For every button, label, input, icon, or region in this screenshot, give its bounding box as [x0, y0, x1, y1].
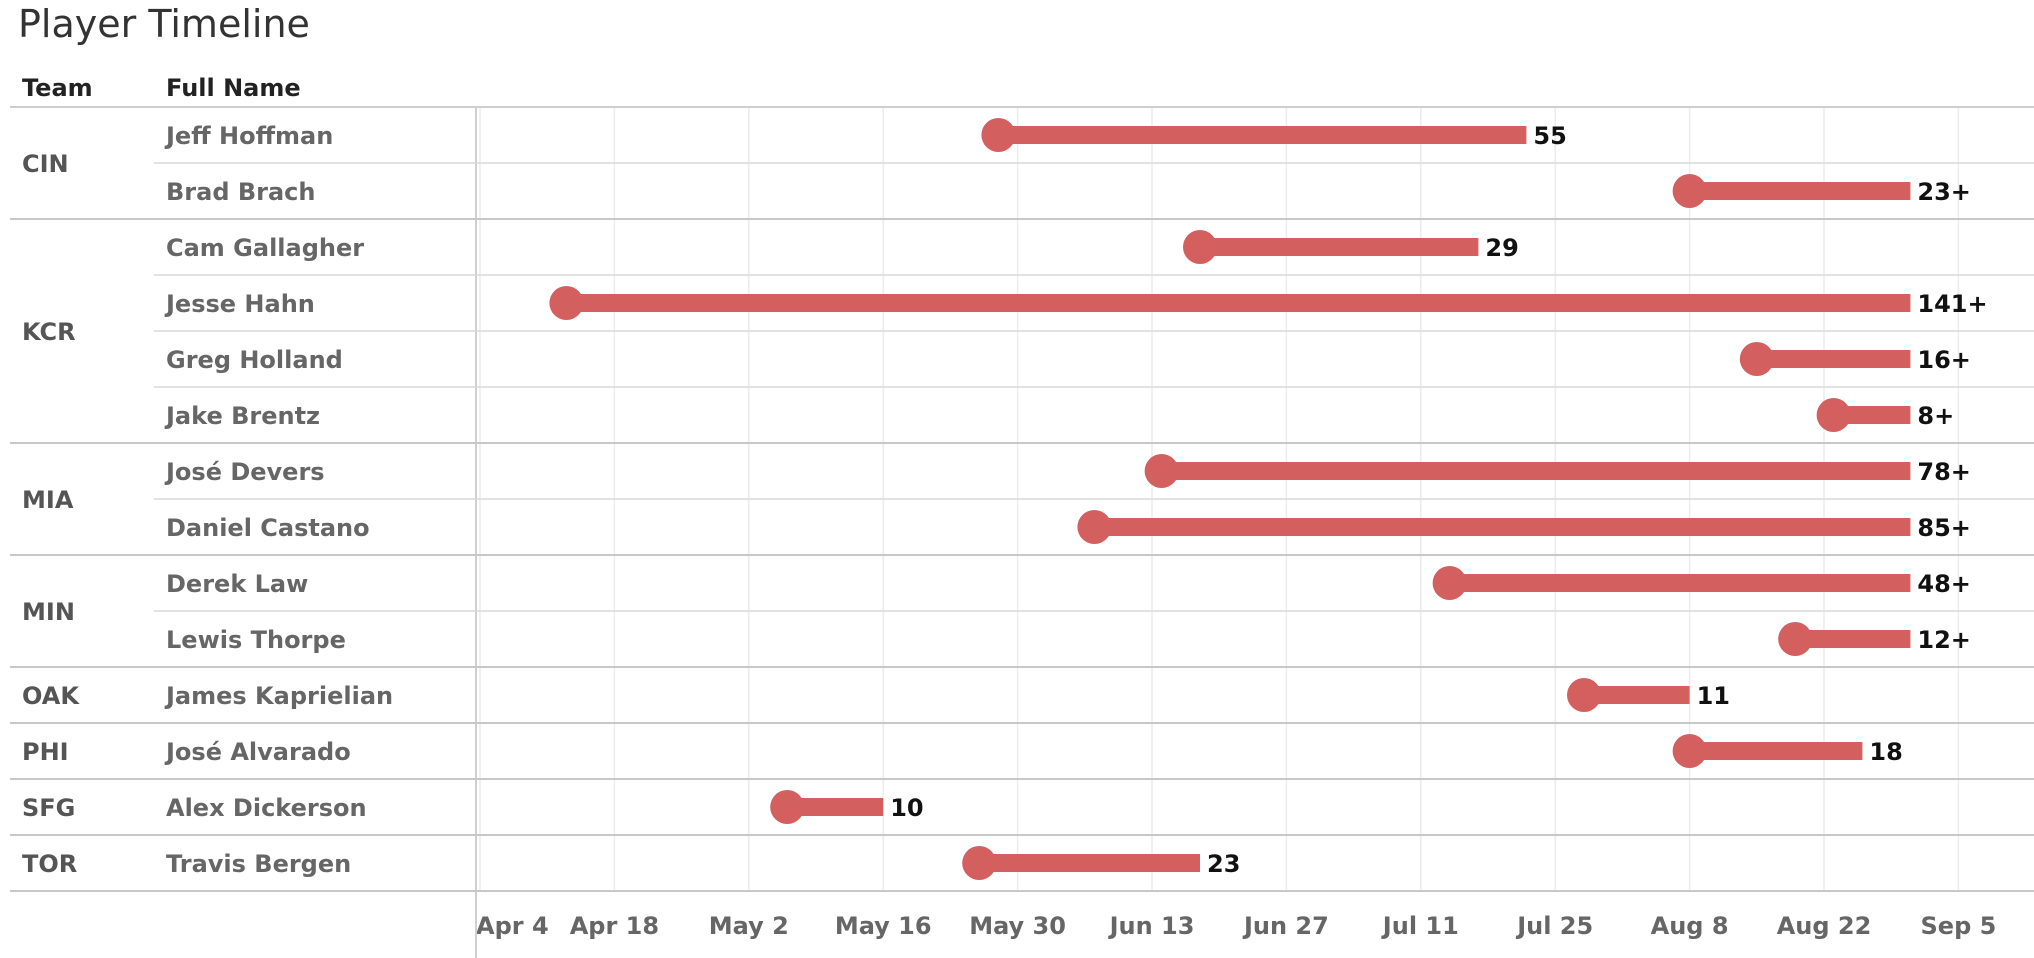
timeline-bar — [1161, 462, 1911, 480]
duration-label: 85+ — [1917, 514, 1971, 542]
timeline-bar — [979, 854, 1200, 872]
team-label: PHI — [22, 738, 69, 766]
timeline-bar — [1756, 350, 1911, 368]
player-name: Lewis Thorpe — [166, 626, 346, 654]
name-column-header: Full Name — [166, 74, 301, 102]
timeline-bar — [1449, 574, 1911, 592]
player-name: Daniel Castano — [166, 514, 370, 542]
duration-label: 141+ — [1917, 290, 1987, 318]
player-name: Alex Dickerson — [166, 794, 367, 822]
team-column-header: Team — [22, 74, 93, 102]
duration-label: 16+ — [1917, 346, 1971, 374]
player-name: Brad Brach — [166, 178, 316, 206]
timeline-bar — [1795, 630, 1911, 648]
team-label: MIN — [22, 598, 75, 626]
player-name: Jeff Hoffman — [164, 122, 333, 150]
x-tick-label: May 16 — [835, 912, 932, 940]
player-name: José Devers — [164, 458, 325, 486]
start-marker — [1567, 678, 1601, 712]
player-name: Travis Bergen — [166, 850, 351, 878]
player-name: José Alvarado — [164, 738, 351, 766]
start-marker — [981, 118, 1016, 152]
timeline-bar — [566, 294, 1911, 312]
team-label: SFG — [22, 794, 75, 822]
timeline-bar — [1200, 238, 1479, 256]
player-name: James Kaprielian — [164, 682, 393, 710]
duration-label: 8+ — [1917, 402, 1954, 430]
duration-label: 23 — [1207, 850, 1240, 878]
start-marker — [1432, 566, 1467, 600]
team-label: KCR — [22, 318, 76, 346]
team-label: TOR — [22, 850, 77, 878]
team-label: OAK — [22, 682, 80, 710]
timeline-bar — [787, 798, 884, 816]
duration-label: 78+ — [1917, 458, 1971, 486]
duration-label: 48+ — [1917, 570, 1971, 598]
player-name: Jake Brentz — [164, 402, 320, 430]
duration-label: 10 — [890, 794, 923, 822]
timeline-bar — [1833, 406, 1911, 424]
x-tick-label: Jul 11 — [1381, 912, 1459, 940]
x-tick-label: Sep 5 — [1921, 912, 1997, 940]
x-tick-label: May 2 — [709, 912, 789, 940]
duration-label: 12+ — [1917, 626, 1971, 654]
x-tick-label: Aug 22 — [1777, 912, 1872, 940]
start-marker — [1778, 622, 1813, 656]
team-label: CIN — [22, 150, 69, 178]
timeline-bar — [998, 126, 1527, 144]
player-name: Jesse Hahn — [164, 290, 315, 318]
x-tick-label: Apr 4 — [476, 912, 549, 940]
duration-label: 55 — [1533, 122, 1566, 150]
start-marker — [1077, 510, 1112, 544]
start-marker — [549, 286, 584, 320]
x-tick-label: Apr 18 — [570, 912, 659, 940]
duration-label: 11 — [1697, 682, 1730, 710]
player-name: Greg Holland — [166, 346, 343, 374]
x-tick-label: Jul 25 — [1515, 912, 1593, 940]
x-tick-label: Aug 8 — [1651, 912, 1729, 940]
x-tick-label: May 30 — [969, 912, 1066, 940]
start-marker — [1672, 174, 1707, 208]
start-marker — [962, 846, 997, 880]
x-tick-label: Jun 27 — [1242, 912, 1329, 940]
start-marker — [1672, 734, 1707, 768]
team-label: MIA — [22, 486, 74, 514]
duration-label: 29 — [1485, 234, 1518, 262]
timeline-bar — [1689, 742, 1863, 760]
start-marker — [1816, 398, 1851, 432]
start-marker — [1183, 230, 1217, 264]
chart-title: Player Timeline — [18, 2, 310, 46]
timeline-bar — [1584, 686, 1690, 704]
timeline-bar — [1689, 182, 1911, 200]
x-tick-label: Jun 13 — [1108, 912, 1195, 940]
duration-label: 18 — [1869, 738, 1902, 766]
start-marker — [1739, 342, 1774, 376]
start-marker — [770, 790, 805, 824]
player-name: Cam Gallagher — [166, 234, 364, 262]
start-marker — [1144, 454, 1179, 488]
player-name: Derek Law — [166, 570, 308, 598]
timeline-bar — [1094, 518, 1911, 536]
duration-label: 23+ — [1917, 178, 1971, 206]
